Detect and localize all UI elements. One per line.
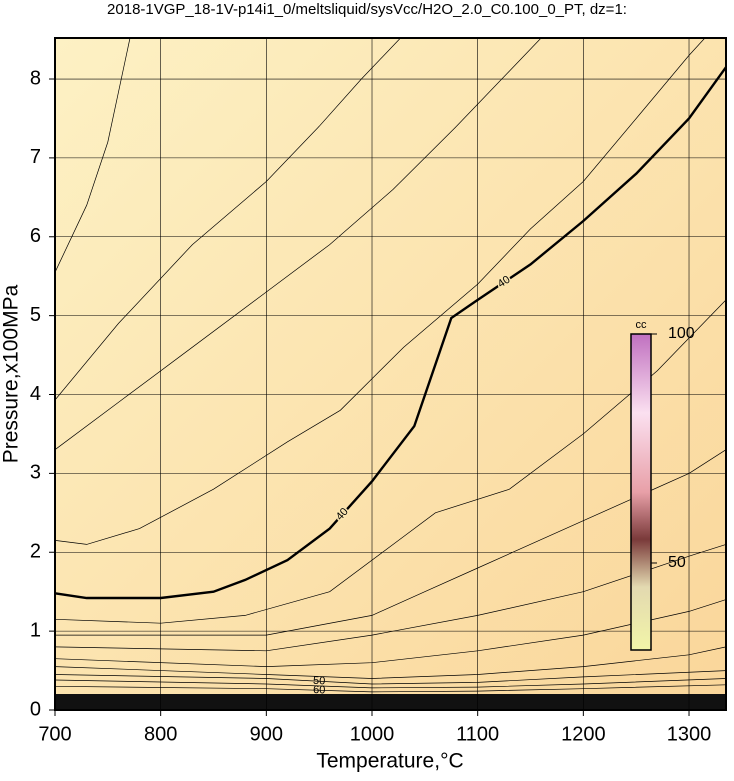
x-tick-label: 1300: [667, 723, 712, 745]
contour-line: [54, 599, 727, 667]
y-tick-label: 0: [30, 698, 41, 720]
y-tick-label: 7: [30, 146, 41, 168]
contour-line: [54, 646, 727, 679]
x-tick-label: 800: [144, 723, 177, 745]
contour-line: [54, 37, 401, 401]
contour-label: 60: [313, 684, 326, 696]
y-tick-label: 8: [30, 67, 41, 89]
x-tick-label: 900: [250, 723, 283, 745]
plot-background: [55, 38, 726, 710]
contour-line: [54, 684, 727, 693]
contour-line: [54, 299, 727, 624]
contour-line: [54, 678, 727, 689]
contour-line: [55, 449, 727, 636]
contour-line: [54, 37, 706, 545]
x-tick-label: 1100: [456, 723, 499, 745]
colorbar-tick-label: 100: [668, 325, 695, 342]
x-tick-label: 1000: [350, 723, 395, 745]
x-tick-label: 1200: [561, 723, 606, 745]
contour-line: [54, 37, 131, 273]
plot-frame: [54, 37, 727, 711]
y-tick-label: 3: [30, 462, 41, 484]
chart-title: 2018-1VGP_18-1V-p14i1_0/meltsliquid/sysV…: [107, 1, 627, 18]
contour-label: 50: [313, 675, 326, 688]
y-tick-label: 6: [30, 225, 41, 247]
y-tick-label: 2: [30, 541, 41, 563]
contour-line: [54, 670, 727, 685]
contour-line: [54, 544, 727, 652]
y-tick-label: 5: [30, 304, 41, 326]
x-tick-label: 700: [38, 723, 71, 745]
colorbar-tick-label: 50: [668, 554, 686, 571]
colorbar: [630, 333, 652, 651]
x-axis-label: Temperature,°C: [316, 750, 463, 773]
y-tick-label: 4: [30, 383, 41, 405]
y-tick-label: 1: [30, 619, 41, 641]
dense-contour-band: [55, 694, 726, 710]
colorbar-label: cc: [636, 319, 648, 331]
y-axis-label: Pressure,x100MPa: [0, 284, 23, 463]
contour-line: [54, 37, 542, 450]
contour-line: [54, 66, 727, 600]
